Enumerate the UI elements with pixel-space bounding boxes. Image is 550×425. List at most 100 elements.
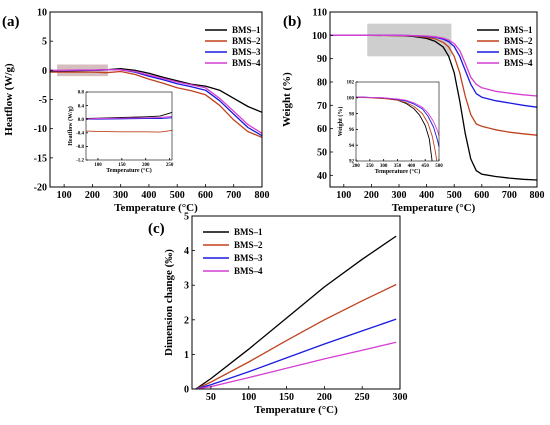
inset-x-tick-label: 450 (421, 164, 429, 169)
inset-x-tick-label: 500 (435, 164, 443, 169)
y-tick-label: 3 (184, 281, 189, 292)
x-tick-label: 200 (85, 190, 100, 201)
inset-series-line-bms-4 (355, 96, 440, 136)
y-axis-label: Dimension change (‰) (163, 249, 175, 356)
series-line-bms-2 (195, 283, 397, 390)
y-tick-label: 110 (313, 8, 327, 19)
y-tick-label: 0 (42, 66, 47, 77)
inset-y-tick-label: 0.8 (78, 91, 85, 96)
x-tick-label: 800 (530, 190, 545, 201)
legend-entry-bms-3: BMS–3 (234, 253, 263, 263)
inset-series-line-bms-2 (85, 129, 173, 133)
legend-entry-bms-1: BMS–1 (234, 227, 263, 237)
y-tick-label: -15 (34, 153, 47, 164)
y-tick-label: 70 (317, 101, 327, 112)
x-tick-label: 250 (355, 392, 370, 403)
x-tick-label: 500 (447, 190, 462, 201)
y-tick-label: 1 (184, 350, 189, 361)
legend-entry-bms-4: BMS–4 (504, 58, 533, 68)
y-tick-label: 4 (184, 246, 189, 257)
panel-label: (c) (148, 221, 165, 237)
inset-x-tick-label: 250 (166, 163, 174, 168)
inset-y-tick-label: -0.4 (76, 132, 84, 137)
inset-y-tick-label: -1.2 (76, 159, 84, 164)
y-tick-label: 40 (317, 171, 327, 182)
inset-series-line-bms-2 (355, 96, 438, 162)
x-tick-label: 100 (57, 190, 72, 201)
panel-a-heatflow-chart: 100 200 300 400 500 600 700 800 -20 -15 -10 -5 0 5 10 T… (2, 8, 270, 215)
inset-series-line-bms-4 (85, 116, 173, 120)
legend-entry-bms-4: BMS–4 (234, 266, 263, 276)
inset-background (86, 92, 172, 160)
inset-x-tick-label: 400 (408, 164, 416, 169)
inset-series-line-bms-3 (86, 117, 173, 120)
y-tick-label: 0 (184, 385, 189, 396)
panel-c-dimension-chart: 50 100 150 200 250 300 0 1 2 3 4 5 Temperature (°C) D… (148, 212, 408, 417)
series-line-bms-4 (330, 34, 538, 97)
inset-x-axis-label: Temperature (°C) (375, 168, 421, 175)
inset-y-axis-label: Weight (%) (337, 107, 344, 137)
x-tick-label: 500 (170, 190, 185, 201)
legend-entry-bms-4: BMS–4 (232, 58, 261, 68)
legend-entry-bms-2: BMS–2 (504, 36, 533, 46)
inset-y-tick-label: 96 (349, 128, 355, 133)
series-line-bms-4 (195, 341, 397, 390)
x-tick-label: 700 (226, 190, 241, 201)
y-tick-label: 2 (184, 315, 189, 326)
legend-entry-bms-3: BMS–3 (504, 47, 533, 57)
inset-y-tick-label: 92 (349, 160, 355, 165)
panel-label: (a) (2, 14, 20, 30)
inset-y-tick-label: 100 (347, 97, 355, 102)
y-axis-label: Weight (%) (281, 72, 293, 127)
legend-entry-bms-1: BMS–1 (232, 25, 261, 35)
x-tick-label: 200 (317, 392, 332, 403)
y-tick-label: 10 (37, 8, 47, 19)
y-tick-label: 5 (42, 37, 47, 48)
inset-plot-frame (85, 91, 173, 161)
inset-x-tick-label: 350 (394, 164, 402, 169)
inset-x-tick-label: 200 (142, 163, 150, 168)
y-tick-label: 50 (317, 148, 327, 159)
plot-frame (329, 11, 538, 188)
legend-entry-bms-2: BMS–2 (234, 240, 263, 250)
x-tick-label: 700 (502, 190, 517, 201)
panel-label: (b) (283, 14, 301, 30)
series-line-bms-1 (195, 235, 397, 390)
y-tick-label: -5 (39, 95, 47, 106)
inset-chart: 100 150 200 250 -1.2 -0.8 -0.4 0.0 0.4 0.8 Tempera… (67, 91, 174, 174)
inset-y-tick-label: -0.8 (76, 145, 84, 150)
inset-y-tick-label: 0.0 (78, 118, 85, 123)
panel-b-weight-chart: 100 200 300 400 500 600 700 800 40 50 60 70 80 90 100 1… (281, 8, 545, 215)
inset-x-tick-label: 250 (366, 164, 374, 169)
x-tick-label: 150 (279, 392, 294, 403)
x-tick-label: 300 (113, 190, 128, 201)
x-tick-label: 600 (474, 190, 489, 201)
x-tick-label: 400 (419, 190, 434, 201)
x-axis-label: Temperature (°C) (254, 404, 338, 416)
series-line-bms-3 (195, 318, 397, 390)
y-tick-label: -10 (34, 124, 47, 135)
x-tick-label: 300 (392, 190, 407, 201)
x-tick-label: 100 (336, 190, 351, 201)
inset-x-tick-label: 200 (352, 164, 360, 169)
inset-y-tick-label: 98 (349, 112, 355, 117)
x-tick-label: 800 (255, 190, 270, 201)
x-tick-label: 400 (141, 190, 156, 201)
y-tick-label: 60 (317, 124, 327, 135)
y-tick-label: 90 (317, 54, 327, 65)
plot-frame (191, 215, 401, 390)
x-axis-label: Temperature (°C) (392, 202, 476, 214)
series-line-bms-2 (50, 70, 263, 139)
inset-y-tick-label: 0.4 (78, 104, 85, 109)
inset-y-tick-label: 102 (347, 81, 355, 86)
x-tick-label: 200 (364, 190, 379, 201)
y-axis-label: Heatflow (W/g) (3, 63, 15, 136)
inset-x-axis-label: Temperature (°C) (106, 167, 152, 174)
legend-entry-bms-1: BMS–1 (504, 25, 533, 35)
x-tick-label: 50 (206, 392, 216, 403)
inset-x-tick-label: 100 (94, 163, 102, 168)
y-tick-label: 5 (184, 212, 189, 223)
y-tick-label: -20 (34, 183, 47, 194)
inset-x-tick-label: 300 (380, 164, 388, 169)
x-tick-label: 300 (393, 392, 408, 403)
